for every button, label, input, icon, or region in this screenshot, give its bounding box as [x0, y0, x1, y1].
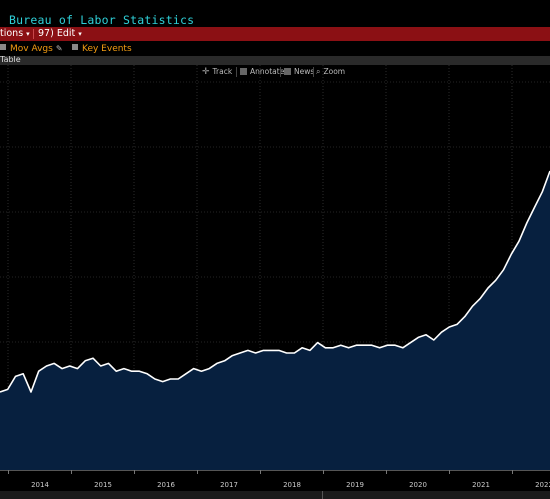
x-tick-label: 2015: [94, 481, 112, 489]
mov-avgs-label: Mov Avgs: [10, 44, 53, 54]
key-events-label: Key Events: [82, 44, 132, 54]
menu-divider: [33, 29, 34, 39]
menu-bar: tions ▾ 97) Edit ▾: [0, 27, 550, 41]
track-label: Track: [212, 67, 233, 76]
track-button[interactable]: ✛ Track: [202, 66, 232, 78]
time-scrollbar[interactable]: [0, 491, 550, 499]
x-tick-label: 2014: [31, 481, 49, 489]
toolbar-divider: [313, 67, 314, 77]
x-tick-label: 2016: [157, 481, 175, 489]
news-button[interactable]: News: [284, 66, 314, 78]
x-tick-label: 2017: [220, 481, 238, 489]
zoom-icon: ⌕: [316, 67, 321, 76]
x-tick: [449, 470, 450, 474]
x-axis-line: [0, 470, 550, 471]
mov-avgs-toggle[interactable]: Mov Avgs ✎: [0, 43, 63, 55]
checkbox-icon: [0, 44, 6, 50]
key-events-toggle[interactable]: Key Events: [72, 43, 132, 55]
options-bar: Mov Avgs ✎ Key Events: [0, 41, 550, 56]
x-tick-label: 2021: [472, 481, 490, 489]
menu-edit-label: 97) Edit: [38, 28, 76, 39]
annotate-button[interactable]: Annotate: [240, 66, 284, 78]
pencil-icon[interactable]: ✎: [55, 44, 63, 53]
x-tick-label: 2019: [346, 481, 364, 489]
chevron-down-icon: ▾: [26, 30, 30, 38]
checkbox-icon: [72, 44, 78, 50]
tab-table[interactable]: Table: [0, 55, 21, 64]
x-tick: [512, 470, 513, 474]
price-chart[interactable]: [0, 65, 550, 470]
series-line: [0, 170, 550, 393]
x-tick: [197, 470, 198, 474]
tab-bar: Table: [0, 55, 550, 65]
menu-options-label: tions: [0, 28, 24, 39]
x-tick: [8, 470, 9, 474]
menu-options[interactable]: tions ▾: [0, 27, 30, 41]
x-tick: [386, 470, 387, 474]
scroll-marker: [322, 491, 323, 499]
toolbar-divider: [280, 67, 281, 77]
chevron-down-icon: ▾: [78, 30, 82, 38]
title-bar: Bureau of Labor Statistics: [0, 0, 550, 27]
x-tick-label: 2022: [535, 481, 550, 489]
zoom-label: Zoom: [323, 67, 346, 76]
menu-edit[interactable]: 97) Edit ▾: [38, 27, 82, 41]
toolbar-divider: [236, 67, 237, 77]
window-title: Bureau of Labor Statistics: [9, 13, 195, 27]
x-tick: [71, 470, 72, 474]
news-icon: [284, 68, 291, 75]
area-fill: [0, 171, 550, 470]
news-label: News: [294, 67, 315, 76]
annotate-icon: [240, 68, 247, 75]
x-tick: [323, 470, 324, 474]
x-tick: [260, 470, 261, 474]
crosshair-icon: ✛: [202, 67, 210, 77]
x-tick: [134, 470, 135, 474]
zoom-button[interactable]: ⌕ Zoom: [316, 66, 345, 78]
annotate-label: Annotate: [250, 67, 285, 76]
x-tick-label: 2018: [283, 481, 301, 489]
x-tick-label: 2020: [409, 481, 427, 489]
